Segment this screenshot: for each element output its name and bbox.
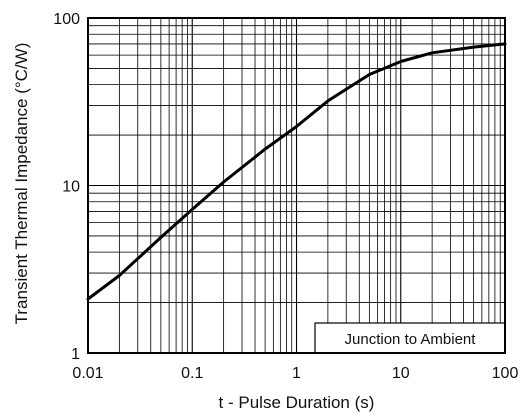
y-axis-label: Transient Thermal Impedance (°C/W) <box>12 43 31 325</box>
y-tick-label: 1 <box>71 346 80 363</box>
x-tick-label: 1 <box>292 365 301 382</box>
grid <box>88 18 505 353</box>
series-line-0 <box>86 42 507 301</box>
tick-labels: 0.01 0.1 1 10 100 1 10 100 <box>53 11 518 382</box>
x-tick-label: 0.1 <box>181 365 203 382</box>
x-tick-label: 10 <box>392 365 410 382</box>
x-tick-label: 100 <box>492 365 519 382</box>
plot-frame <box>87 17 506 354</box>
y-tick-label: 100 <box>53 11 80 28</box>
series-layer <box>86 42 507 301</box>
x-tick-label: 0.01 <box>72 365 103 382</box>
y-tick-label: 10 <box>62 179 80 196</box>
annotation-text: Junction to Ambient <box>345 331 477 348</box>
annotation-box <box>314 322 506 354</box>
x-axis-label: t - Pulse Duration (s) <box>219 393 375 412</box>
